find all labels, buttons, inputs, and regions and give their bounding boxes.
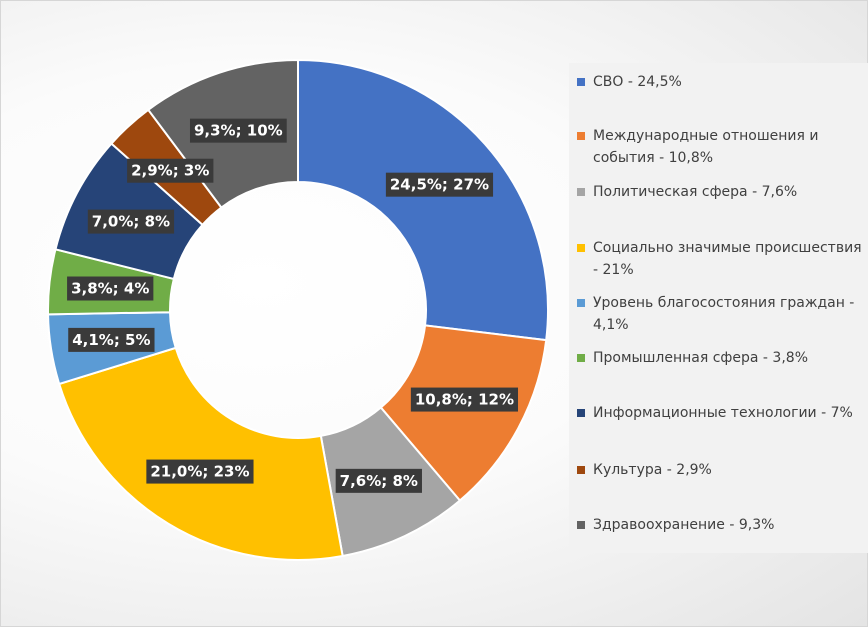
legend-label: Международные отношения и события - 10,8… bbox=[593, 128, 819, 166]
legend-swatch bbox=[577, 132, 585, 140]
data-label: 21,0%; 23% bbox=[146, 459, 254, 484]
data-label: 7,6%; 8% bbox=[335, 468, 422, 493]
data-label-text: 7,0%; 8% bbox=[92, 213, 170, 231]
data-label: 4,1%; 5% bbox=[68, 327, 155, 352]
donut-slices bbox=[47, 58, 549, 561]
legend-label: СВО - 24,5% bbox=[593, 74, 682, 90]
legend-item-svo: СВО - 24,5% bbox=[577, 71, 865, 93]
legend-item-industry: Промышленная сфера - 3,8% bbox=[577, 347, 865, 369]
data-label-text: 2,9%; 3% bbox=[131, 162, 209, 180]
data-label: 3,8%; 4% bbox=[67, 276, 154, 301]
data-label-background bbox=[87, 209, 175, 234]
legend-item-healthcare: Здравоохранение - 9,3% bbox=[577, 514, 865, 536]
legend-label: Промышленная сфера - 3,8% bbox=[593, 350, 808, 366]
data-label: 7,0%; 8% bbox=[87, 209, 175, 234]
legend-item-welfare: Уровень благосостояния граждан - 4,1% bbox=[577, 292, 865, 336]
legend-label: Информационные технологии - 7% bbox=[593, 405, 853, 421]
legend-label: Социально значимые происшествия - 21% bbox=[593, 240, 862, 278]
data-label-background bbox=[68, 327, 155, 352]
donut-slice bbox=[57, 346, 344, 561]
legend-item-it: Информационные технологии - 7% bbox=[577, 402, 865, 424]
legend-swatch bbox=[577, 354, 585, 362]
data-label-background bbox=[189, 118, 287, 143]
legend-item-international: Международные отношения и события - 10,8… bbox=[577, 125, 865, 169]
data-label-text: 10,8%; 12% bbox=[415, 391, 514, 409]
data-label-text: 9,3%; 10% bbox=[194, 122, 283, 140]
data-label: 2,9%; 3% bbox=[127, 158, 214, 183]
data-label: 10,8%; 12% bbox=[410, 387, 519, 412]
data-label-text: 3,8%; 4% bbox=[71, 280, 149, 298]
legend-swatch bbox=[577, 299, 585, 307]
legend-label: Культура - 2,9% bbox=[593, 462, 712, 478]
data-labels: 24,5%; 27% 10,8%; 12% 7,6%; 8% 21,0%; 23% 4,… bbox=[67, 118, 519, 493]
donut-slice bbox=[297, 58, 549, 342]
legend-swatch bbox=[577, 521, 585, 529]
legend-swatch bbox=[577, 466, 585, 474]
legend-label: Политическая сфера - 7,6% bbox=[593, 184, 798, 200]
data-label-text: 7,6%; 8% bbox=[340, 472, 418, 490]
legend: СВО - 24,5% Международные отношения и со… bbox=[569, 63, 868, 553]
data-label-background bbox=[127, 158, 214, 183]
data-label-text: 21,0%; 23% bbox=[150, 463, 249, 481]
data-label-text: 24,5%; 27% bbox=[390, 176, 489, 194]
legend-item-incidents: Социально значимые происшествия - 21% bbox=[577, 237, 865, 281]
legend-swatch bbox=[577, 78, 585, 86]
data-label: 24,5%; 27% bbox=[385, 172, 494, 197]
legend-item-culture: Культура - 2,9% bbox=[577, 459, 865, 481]
data-label-background bbox=[385, 172, 494, 197]
data-label-background bbox=[335, 468, 422, 493]
data-label-background bbox=[67, 276, 154, 301]
legend-label: Здравоохранение - 9,3% bbox=[593, 517, 775, 533]
data-label-background bbox=[410, 387, 519, 412]
legend-item-politics: Политическая сфера - 7,6% bbox=[577, 181, 865, 203]
legend-swatch bbox=[577, 244, 585, 252]
legend-swatch bbox=[577, 409, 585, 417]
data-label: 9,3%; 10% bbox=[189, 118, 287, 143]
legend-label: Уровень благосостояния граждан - 4,1% bbox=[593, 295, 855, 333]
data-label-text: 4,1%; 5% bbox=[72, 331, 150, 349]
data-label-background bbox=[146, 459, 254, 484]
legend-swatch bbox=[577, 188, 585, 196]
